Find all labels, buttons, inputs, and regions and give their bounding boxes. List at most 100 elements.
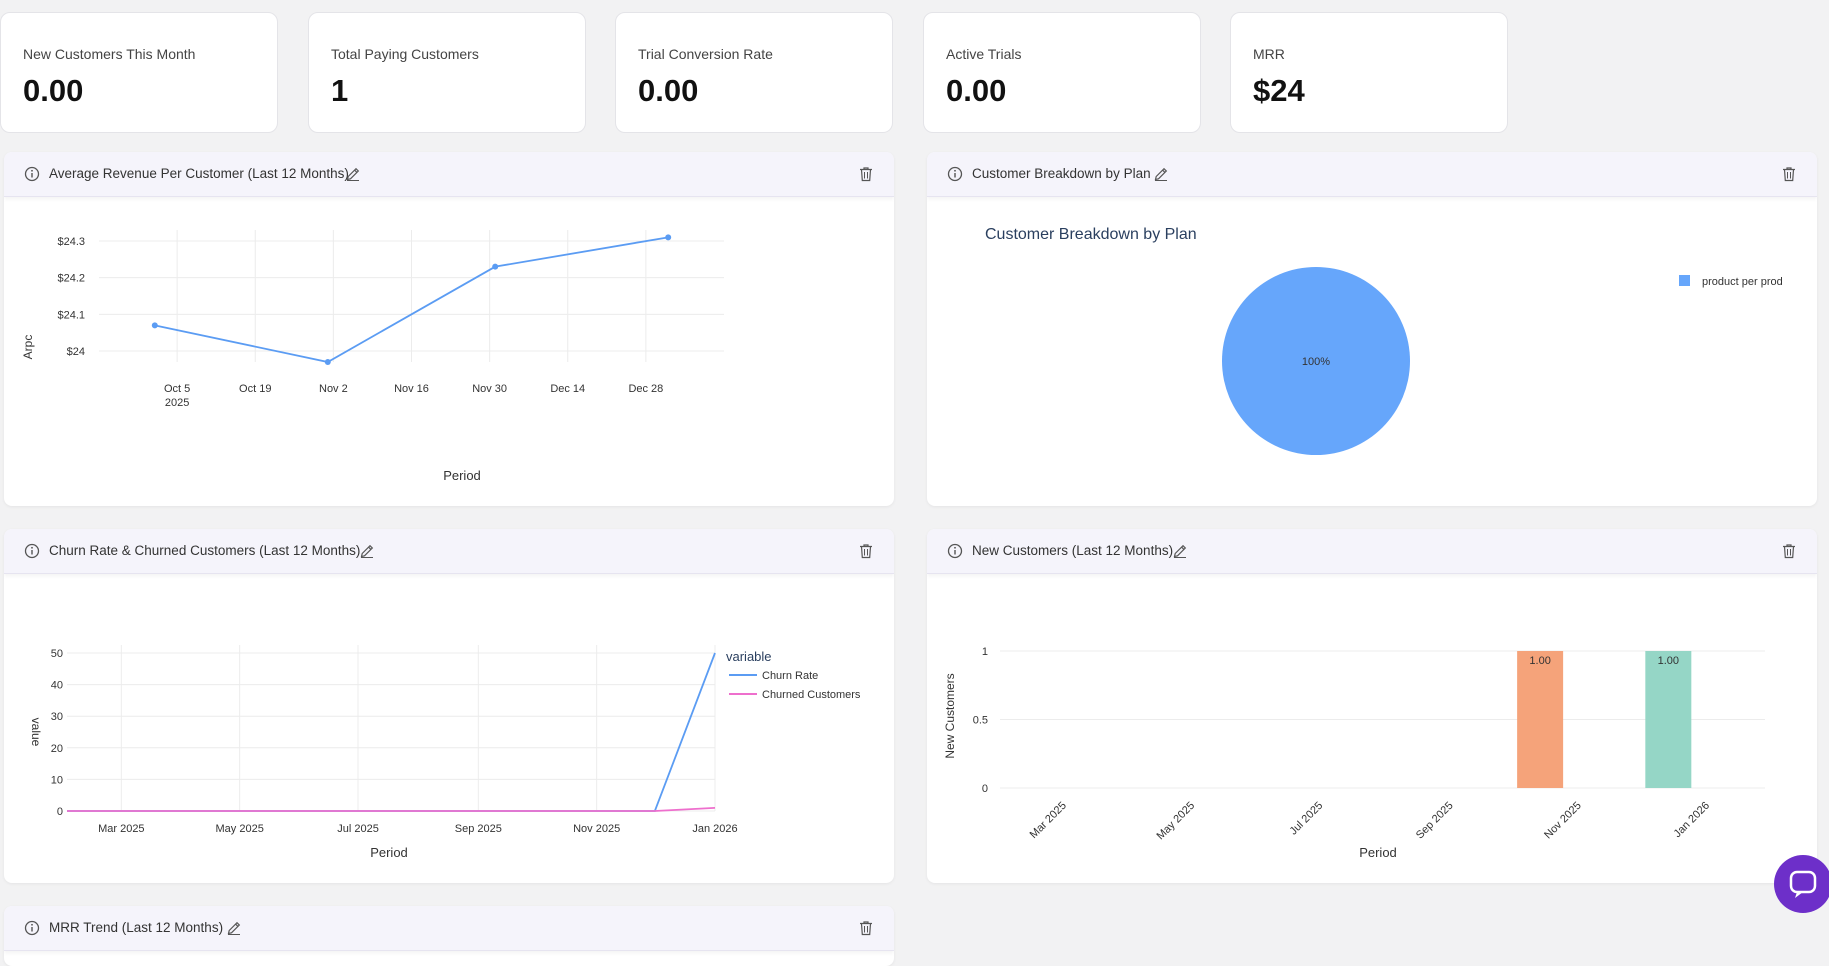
widget-header: New Customers (Last 12 Months) <box>927 529 1817 574</box>
x-tick-label: Mar 2025 <box>1028 800 1069 841</box>
y-tick-label: 30 <box>51 711 63 723</box>
x-tick-label: Jan 2026 <box>692 823 737 835</box>
pencil-icon[interactable] <box>1172 543 1188 559</box>
pencil-icon[interactable] <box>226 920 242 936</box>
y-tick-label: 20 <box>51 743 63 755</box>
x-axis-label: Period <box>370 845 408 860</box>
widget-title: Customer Breakdown by Plan <box>972 166 1151 181</box>
chart-title: Customer Breakdown by Plan <box>985 226 1197 243</box>
y-tick-label: $24.3 <box>57 236 85 248</box>
kpi-mrr: MRR $24 <box>1230 12 1508 133</box>
kpi-new-customers: New Customers This Month 0.00 <box>0 12 278 133</box>
x-tick-label: Nov 2025 <box>573 823 620 835</box>
x-tick-label: May 2025 <box>1155 800 1198 843</box>
trash-icon[interactable] <box>858 166 874 182</box>
series-line <box>67 806 716 812</box>
y-tick-label: $24.1 <box>57 309 85 321</box>
trash-icon[interactable] <box>1781 543 1797 559</box>
chat-launcher-button[interactable] <box>1774 855 1829 913</box>
info-icon[interactable] <box>947 543 963 559</box>
x-axis-label: Period <box>1359 845 1397 860</box>
pencil-icon[interactable] <box>1153 166 1169 182</box>
kpi-label: Trial Conversion Rate <box>638 46 773 62</box>
pie-slice <box>1222 267 1410 455</box>
x-tick-label: Sep 2025 <box>1414 800 1456 842</box>
bar-label: 1.00 <box>1658 655 1679 667</box>
widget-mrr-trend: MRR Trend (Last 12 Months) <box>4 906 894 966</box>
trash-icon[interactable] <box>1781 166 1797 182</box>
data-point <box>151 322 158 329</box>
bar <box>1517 651 1564 788</box>
info-icon[interactable] <box>947 166 963 182</box>
x-axis-label: Period <box>443 468 481 483</box>
x-tick-sublabel: 2025 <box>165 397 189 409</box>
widget-header: Churn Rate & Churned Customers (Last 12 … <box>4 529 894 574</box>
kpi-label: New Customers This Month <box>23 46 196 62</box>
info-icon[interactable] <box>24 543 40 559</box>
x-tick-label: May 2025 <box>216 823 264 835</box>
bar <box>1645 651 1692 788</box>
kpi-label: Total Paying Customers <box>331 46 479 62</box>
legend-label: Churned Customers <box>762 689 861 701</box>
x-tick-label: Nov 2025 <box>1542 800 1584 842</box>
x-tick-label: Jul 2025 <box>1287 800 1325 838</box>
widget-title: MRR Trend (Last 12 Months) <box>49 920 224 935</box>
arpc-chart: Oct 5 Oct 19 Nov 2 Nov 16 Nov 30 Dec 14 Dec 28… <box>21 230 724 483</box>
widget-title: Churn Rate & Churned Customers (Last 12 … <box>49 543 361 558</box>
widget-title: New Customers (Last 12 Months) <box>972 543 1174 558</box>
x-tick-label: Jan 2026 <box>1672 800 1712 840</box>
widget-title: Average Revenue Per Customer (Last 12 Mo… <box>49 166 349 181</box>
y-tick-label: 40 <box>51 680 63 692</box>
y-tick-label: $24 <box>67 346 85 358</box>
x-tick-label: Dec 14 <box>550 383 585 395</box>
x-tick-label: Dec 28 <box>628 383 663 395</box>
legend-title: variable <box>726 649 772 664</box>
bar-label: 1.00 <box>1529 655 1550 667</box>
kpi-total-paying: Total Paying Customers 1 <box>308 12 586 133</box>
data-point <box>665 234 672 241</box>
x-tick-label: Nov 2 <box>319 383 348 395</box>
y-tick-label: 0 <box>57 806 63 818</box>
data-point <box>324 359 331 365</box>
y-axis-label: Arpc <box>21 335 35 360</box>
y-tick-label: 0.5 <box>973 715 988 727</box>
pencil-icon[interactable] <box>345 166 361 182</box>
pencil-icon[interactable] <box>359 543 375 559</box>
x-tick-label: Oct 19 <box>239 383 271 395</box>
kpi-value: 0.00 <box>23 73 84 108</box>
x-tick-label: Mar 2025 <box>98 823 144 835</box>
info-icon[interactable] <box>24 166 40 182</box>
x-tick-label: Sep 2025 <box>455 823 502 835</box>
kpi-trial-conversion: Trial Conversion Rate 0.00 <box>615 12 893 133</box>
y-axis-label: New Customers <box>943 673 957 758</box>
chat-icon <box>1789 870 1817 898</box>
kpi-value: 0.00 <box>946 73 1007 108</box>
y-axis-label: value <box>29 718 43 747</box>
trash-icon[interactable] <box>858 543 874 559</box>
widget-header: Average Revenue Per Customer (Last 12 Mo… <box>4 152 894 197</box>
x-tick-label: Nov 16 <box>394 383 429 395</box>
y-tick-label: 1 <box>982 646 988 658</box>
y-tick-label: 0 <box>982 783 988 795</box>
widget-new-customers: New Customers (Last 12 Months) Mar 2025 M… <box>927 529 1817 883</box>
series-line <box>67 652 716 812</box>
plan-breakdown-chart: Customer Breakdown by Plan 100% product … <box>985 226 1783 455</box>
info-icon[interactable] <box>24 920 40 936</box>
kpi-value: 0.00 <box>638 73 699 108</box>
new-customers-chart: Mar 2025 May 2025 Jul 2025 Sep 2025 Nov 2025… <box>943 646 1765 860</box>
x-tick-label: Jul 2025 <box>337 823 379 835</box>
y-tick-label: $24.2 <box>57 273 85 285</box>
trash-icon[interactable] <box>858 920 874 936</box>
x-tick-label: Nov 30 <box>472 383 507 395</box>
kpi-value: 1 <box>331 73 349 108</box>
widget-header: Customer Breakdown by Plan <box>927 152 1817 197</box>
legend-label: product per prod <box>1702 276 1783 288</box>
kpi-label: Active Trials <box>946 46 1022 62</box>
series-line <box>154 236 669 363</box>
widget-arpc: Average Revenue Per Customer (Last 12 Mo… <box>4 152 894 506</box>
kpi-value: $24 <box>1253 73 1305 108</box>
widget-plan-breakdown: Customer Breakdown by Plan Customer Brea… <box>927 152 1817 506</box>
pie-slice-label: 100% <box>1302 356 1330 368</box>
legend-swatch <box>1679 275 1690 286</box>
churn-chart: Mar 2025 May 2025 Jul 2025 Sep 2025 Nov 2025… <box>29 645 861 860</box>
